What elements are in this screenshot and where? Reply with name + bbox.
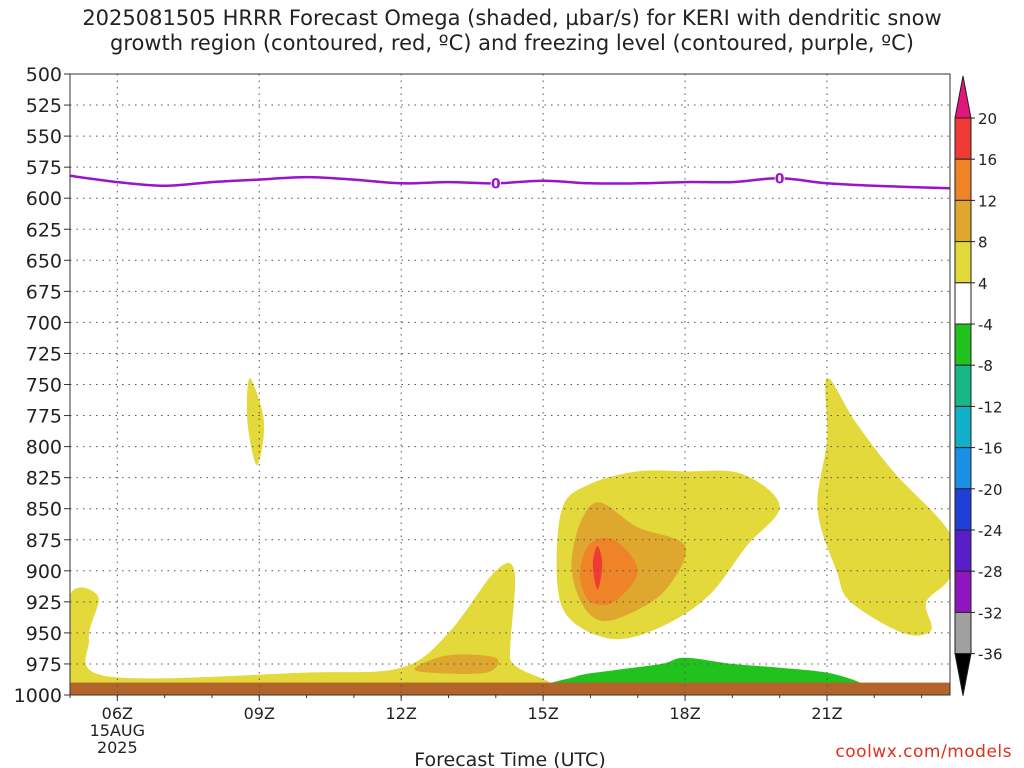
y-tick-label: 975 (26, 654, 62, 676)
omega-region-1 (246, 378, 265, 466)
x-tick-label: 15Z (527, 704, 558, 723)
colorbar-top-arrow (954, 75, 972, 119)
y-tick-label: 575 (26, 157, 62, 179)
omega-region-4 (414, 654, 499, 674)
y-tick-label: 1000 (14, 685, 62, 707)
colorbar-label: -36 (978, 646, 1003, 664)
freezing-level-label-bg (490, 175, 501, 190)
source-credit: coolwx.com/models (835, 742, 1012, 762)
y-tick-label: 675 (26, 281, 62, 303)
y-tick-label: 525 (26, 95, 62, 117)
colorbar-swatch (954, 158, 972, 201)
colorbar-label: -4 (978, 316, 993, 334)
pressure-axis: 500 525 550 575 600 625 650 675 700 725 750 775 800 8… (14, 64, 70, 707)
y-tick-label: 850 (26, 499, 62, 521)
freezing-level-label: 0 (775, 171, 785, 187)
x-tick-label: 09Z (244, 704, 275, 723)
y-tick-label: 925 (26, 592, 62, 614)
y-tick-label: 825 (26, 468, 62, 490)
colorbar-swatch (954, 447, 972, 490)
colorbar-label: -16 (978, 440, 1003, 458)
y-tick-label: 600 (26, 188, 62, 210)
colorbar-swatch (954, 529, 972, 572)
freezing-level-label-bg (774, 170, 785, 185)
x-tick-sublabel: 15AUG (90, 721, 145, 740)
x-tick-label: 06Z (102, 704, 133, 723)
x-axis-label: Forecast Time (UTC) (414, 749, 605, 768)
freezing-level-line (70, 174, 950, 190)
x-tick-label: 12Z (386, 704, 417, 723)
colorbar-swatch (954, 364, 972, 407)
omega-region-8 (546, 657, 884, 690)
colorbar-label: 16 (978, 151, 997, 169)
chart-title-line-2: growth region (contoured, red, ºC) and f… (110, 31, 914, 55)
x-tick-label: 21Z (811, 704, 842, 723)
colorbar-bottom-arrow (954, 653, 972, 696)
freezing-level-label: 0 (491, 176, 501, 192)
y-tick-label: 800 (26, 437, 62, 459)
omega-shading (70, 378, 950, 695)
y-tick-label: 625 (26, 219, 62, 241)
colorbar-swatch (954, 488, 972, 531)
y-tick-label: 500 (26, 64, 62, 86)
y-tick-label: 775 (26, 406, 62, 428)
omega-colorbar: 20 16 12 8 4 -4 -8 -12 -16 -20 -24 -28 -32 -36 (954, 75, 1003, 696)
x-tick-label: 18Z (669, 704, 700, 723)
chart-title: 2025081505 HRRR Forecast Omega (shaded, … (0, 6, 1024, 56)
colorbar-label: 12 (978, 192, 997, 210)
colorbar-swatch (954, 570, 972, 613)
omega-region-7 (592, 546, 603, 590)
colorbar-label: -24 (978, 522, 1003, 540)
omega-region-3 (817, 378, 950, 636)
colorbar-swatch (954, 323, 972, 366)
y-tick-label: 550 (26, 126, 62, 148)
y-tick-label: 725 (26, 343, 62, 365)
colorbar-swatch (954, 405, 972, 449)
colorbar-swatch (954, 117, 972, 160)
y-tick-label: 875 (26, 530, 62, 552)
y-tick-label: 650 (26, 250, 62, 272)
omega-region-0 (70, 562, 550, 695)
x-tick-sublabel: 2025 (97, 738, 138, 757)
y-tick-label: 900 (26, 561, 62, 583)
y-tick-label: 950 (26, 623, 62, 645)
colorbar-swatch (954, 241, 972, 284)
colorbar-swatch (954, 611, 972, 655)
colorbar-label: 20 (978, 110, 997, 128)
colorbar-label: -12 (978, 398, 1003, 416)
y-tick-label: 750 (26, 375, 62, 397)
colorbar-label: 8 (978, 234, 988, 252)
colorbar-label: -28 (978, 563, 1003, 581)
colorbar-swatch (954, 199, 972, 243)
colorbar-label: -20 (978, 481, 1003, 499)
colorbar-label: 4 (978, 275, 988, 293)
surface-strip (70, 682, 950, 695)
y-tick-label: 700 (26, 312, 62, 334)
colorbar-label: -32 (978, 604, 1003, 622)
chart-title-line-1: 2025081505 HRRR Forecast Omega (shaded, … (82, 6, 942, 30)
colorbar-swatch (954, 282, 972, 325)
colorbar-label: -8 (978, 357, 993, 375)
